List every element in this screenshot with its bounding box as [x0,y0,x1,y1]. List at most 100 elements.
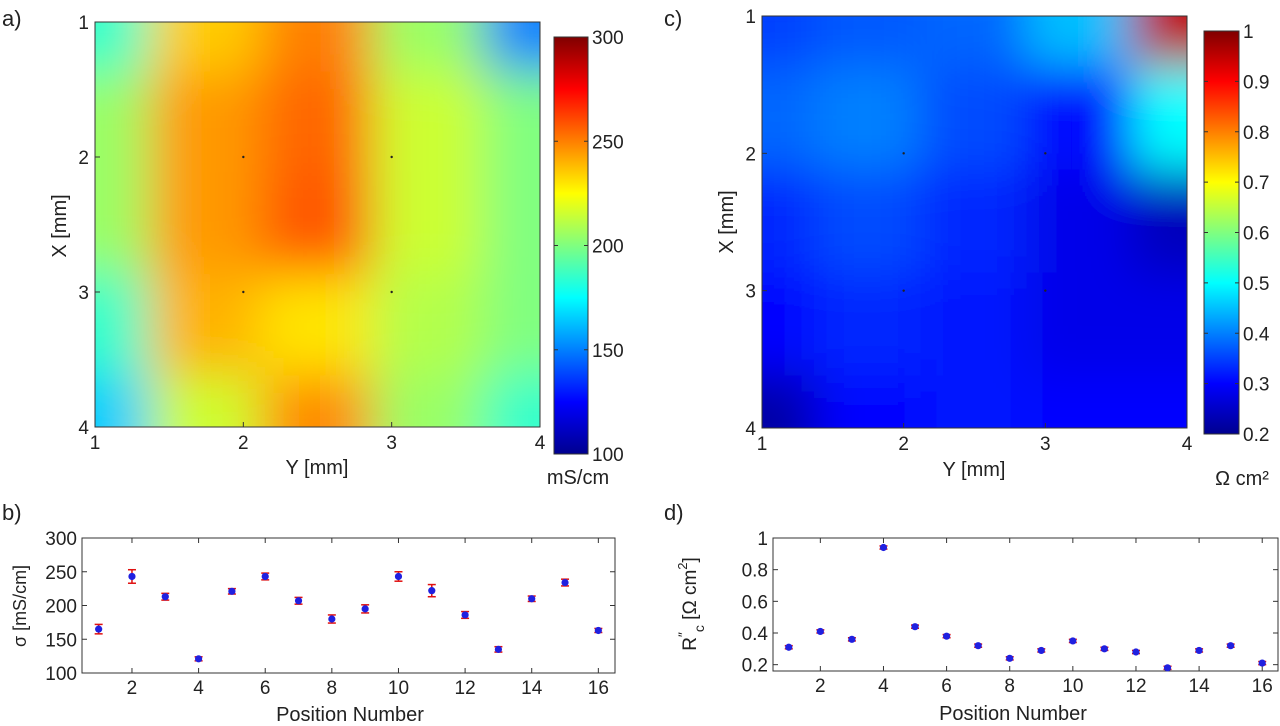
colorbar-tick-label: 100 [592,445,624,466]
y-tick-label: 2 [78,148,89,169]
heatmap-cell [372,172,486,277]
data-point [428,587,436,595]
x-tick-label: 12 [1125,676,1146,697]
panel-label-c: c) [664,6,682,31]
colorbar-tick-label: 250 [592,132,624,153]
data-point [328,615,336,623]
data-point [911,623,919,631]
colorbar-a-gradient [553,36,589,455]
grid-dot [390,155,393,159]
grid-dot [1044,152,1047,155]
colorbar-c-gradient [1203,30,1240,435]
heatmap-cell [372,22,486,74]
heatmap-cell [1132,375,1187,428]
heatmap-cell [762,66,817,172]
x-tick-label: 3 [1040,434,1051,455]
colorbar-tick-label: 0.8 [1243,123,1269,144]
y-tick-label: 1 [757,529,768,550]
y-tick-label: 0.4 [742,624,769,645]
heatmap-cell [920,272,1029,378]
heatmap-cell [483,71,540,175]
data-point [1100,645,1109,653]
heatmap-cell [260,22,375,74]
grid-dot [390,290,393,294]
heatmap-a-ylabel: X [mm] [49,194,71,257]
x-tick-label: 16 [588,678,609,699]
data-point [261,572,269,581]
heatmap-cell [95,375,152,427]
heatmap-cell [372,71,486,175]
heatmap-a: 1 2 3 4 1 2 3 4 Y [mm] X [mm] [49,13,546,479]
heatmap-cell [762,16,817,69]
x-tick-label: 1 [90,433,101,454]
data-point [161,593,169,601]
heatmap-cell [260,172,375,277]
x-tick-label: 3 [386,433,397,454]
x-tick-label: 1 [757,434,768,455]
heatmap-cell [1026,169,1135,275]
grid-dot [242,290,245,294]
y-tick-label: 0.6 [742,592,768,613]
data-point [848,635,856,643]
x-tick-label: 14 [521,678,543,699]
data-point [879,543,888,552]
colorbar-tick-label: 200 [592,237,624,258]
data-point [1069,637,1077,645]
heatmap-cell [95,71,152,175]
scatter-d-ylabel-sub: c [691,625,707,632]
data-point [1006,654,1014,662]
panel-label-d: d) [664,500,684,525]
heatmap-c-ylabel: X [mm] [716,190,738,253]
data-point [785,643,793,651]
data-point [494,645,503,653]
x-tick-label: 8 [1004,676,1015,697]
colorbar-c: 1 0.9 0.8 0.7 0.6 0.5 0.4 0.3 0.2 Ω cm² [1203,22,1270,490]
colorbar-a-label: mS/cm [547,467,609,489]
scatter-d-ylabel-main: R [680,637,701,651]
data-point [294,597,303,605]
panel-label-b: b) [2,500,22,525]
x-tick-label: 2 [127,678,138,699]
heatmap-cell [149,22,263,74]
data-point [594,626,602,635]
colorbar-tick-label: 0.6 [1243,224,1269,245]
heatmap-cell [260,375,375,427]
heatmap-cell [814,375,923,428]
y-tick-label: 4 [745,419,756,440]
scatter-b-frame [81,537,616,674]
scatter-d-frame [772,537,1279,672]
y-tick-label: 200 [45,597,77,618]
y-tick-label: 0.2 [742,656,768,677]
heatmap-cell [1026,272,1135,378]
heatmap-cell [483,274,540,378]
heatmap-cell [762,169,817,275]
scatter-d-ylabel-super: ″ [675,632,691,637]
data-point [1195,646,1203,655]
data-point [528,595,536,603]
data-point [816,627,824,636]
heatmap-cell [920,66,1029,172]
heatmap-cell [149,274,263,378]
scatter-d-ylabel-unit-end: ] [680,557,701,562]
heatmap-cell [372,274,486,378]
heatmap-cell [1132,66,1187,172]
data-point [228,587,236,595]
x-tick-label: 2 [898,434,909,455]
data-point [394,572,403,581]
scatter-d-ylabel-unit-super: 2 [675,562,690,569]
x-tick-label: 8 [327,678,338,699]
y-tick-label: 4 [78,418,89,439]
heatmap-cell [814,272,923,378]
x-tick-label: 14 [1189,676,1211,697]
grid-dot [902,152,905,155]
heatmap-c: 1 2 3 4 1 2 3 4 Y [mm] X [mm] [716,7,1193,481]
data-point [1227,642,1235,650]
heatmap-c-frame [761,15,1188,429]
colorbar-tick-label: 1 [1243,22,1254,43]
heatmap-a-frame [94,21,541,428]
x-tick-label: 10 [1062,676,1083,697]
scatter-b-xlabel: Position Number [276,704,424,726]
heatmap-cell [920,169,1029,275]
data-point [1258,659,1266,667]
